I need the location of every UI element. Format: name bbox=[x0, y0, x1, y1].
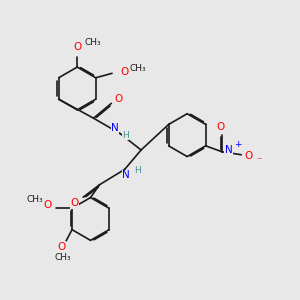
Text: CH₃: CH₃ bbox=[84, 38, 101, 47]
Text: H: H bbox=[134, 166, 141, 175]
Text: N: N bbox=[122, 170, 130, 180]
Text: N: N bbox=[225, 145, 232, 155]
Text: N: N bbox=[111, 123, 119, 133]
Text: O: O bbox=[120, 67, 129, 77]
Text: ⁻: ⁻ bbox=[256, 156, 261, 166]
Text: O: O bbox=[43, 200, 52, 210]
Text: O: O bbox=[115, 94, 123, 104]
Text: O: O bbox=[216, 122, 225, 132]
Text: CH₃: CH₃ bbox=[55, 253, 71, 262]
Text: CH₃: CH₃ bbox=[27, 195, 43, 204]
Text: O: O bbox=[71, 198, 79, 208]
Text: H: H bbox=[122, 130, 129, 140]
Text: CH₃: CH₃ bbox=[129, 64, 146, 74]
Text: +: + bbox=[234, 140, 241, 149]
Text: O: O bbox=[245, 151, 253, 161]
Text: O: O bbox=[58, 242, 66, 252]
Text: O: O bbox=[73, 43, 81, 52]
